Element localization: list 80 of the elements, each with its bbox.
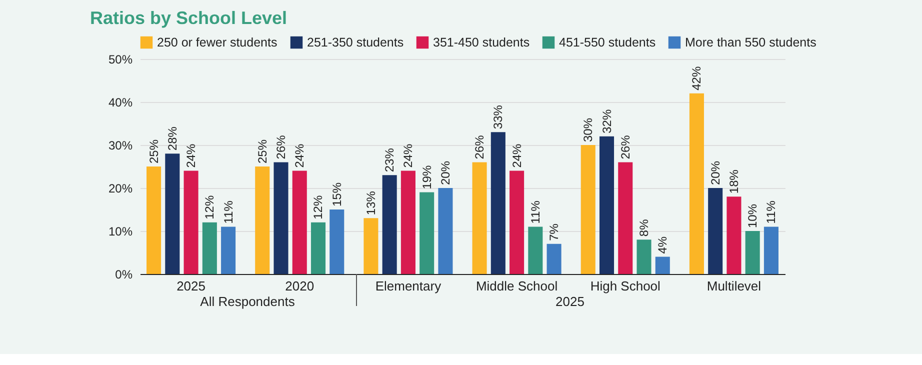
bar <box>708 188 723 274</box>
data-label: 26% <box>472 134 487 160</box>
text: All Respondents <box>200 294 296 309</box>
data-label: 42% <box>690 66 704 90</box>
data-label: 11% <box>221 200 236 224</box>
bar <box>274 162 288 274</box>
x-tick-label: 2020 <box>285 278 314 294</box>
bar <box>599 136 614 274</box>
data-label: 18% <box>726 169 741 194</box>
bar <box>382 175 397 274</box>
data-label: 24% <box>292 143 307 168</box>
bar <box>580 145 596 274</box>
data-label: 19% <box>420 164 434 190</box>
data-label: 25% <box>255 139 270 164</box>
bar <box>184 170 198 274</box>
x-tick-label: 2025 <box>176 278 206 294</box>
bar <box>472 162 487 274</box>
data-label: 12% <box>311 195 326 220</box>
data-label: 4% <box>656 236 670 254</box>
data-label: 11% <box>528 200 542 224</box>
bar <box>655 256 670 274</box>
bar <box>330 210 344 274</box>
chart-title: Ratios by School Level <box>90 8 288 28</box>
data-label: 30% <box>581 118 596 142</box>
bar <box>764 226 778 274</box>
bar <box>510 170 524 274</box>
data-label: 7% <box>547 223 562 241</box>
y-tick-label: 50% <box>108 52 133 66</box>
y-tick-label: 0% <box>115 268 133 282</box>
bar <box>221 226 236 274</box>
data-label: 15% <box>330 182 344 206</box>
data-label: 11% <box>764 200 778 224</box>
bar <box>165 154 180 274</box>
bar <box>745 231 760 274</box>
data-label: 8% <box>637 218 652 237</box>
y-tick-label: 10% <box>108 224 133 238</box>
data-label: 12% <box>202 195 217 220</box>
y-tick-label: 20% <box>108 182 133 196</box>
bar <box>528 226 543 274</box>
data-label: 33% <box>491 104 506 130</box>
bar <box>255 166 270 274</box>
bar <box>364 218 378 274</box>
y-tick-label: 30% <box>108 138 133 152</box>
bar <box>726 196 742 274</box>
bar <box>420 192 434 274</box>
data-label: 25% <box>146 139 161 164</box>
bar <box>310 222 326 274</box>
data-label: 24% <box>510 143 524 168</box>
legend-label: 351-450 students <box>433 36 530 50</box>
legend-label: 451-550 students <box>559 36 656 50</box>
data-label: 13% <box>364 190 378 216</box>
bar <box>146 166 162 274</box>
bar <box>546 244 562 274</box>
legend-label: 250 or fewer students <box>157 36 278 50</box>
data-label: 28% <box>165 126 180 151</box>
bar <box>438 188 453 274</box>
x-tick-label: High School <box>590 278 661 294</box>
data-label: 32% <box>600 109 614 134</box>
x-tick-label: Middle School <box>476 278 558 294</box>
bar <box>689 93 704 274</box>
text: 2025 <box>556 294 584 309</box>
data-label: 20% <box>438 160 452 185</box>
data-label: 26% <box>618 134 632 160</box>
legend-label: More than 550 students <box>685 36 816 50</box>
bar <box>202 222 217 274</box>
data-label: 23% <box>382 148 397 172</box>
data-label: 10% <box>746 204 760 228</box>
bar <box>400 170 416 274</box>
legend-label: 251-350 students <box>307 36 404 50</box>
x-tick-label: Elementary <box>375 278 442 294</box>
data-label: 20% <box>708 160 722 185</box>
bar <box>292 170 307 274</box>
x-tick-label: Multilevel <box>706 278 762 294</box>
data-label: 24% <box>401 143 416 168</box>
data-label: 26% <box>274 134 288 160</box>
bar <box>490 132 506 274</box>
y-tick-label: 40% <box>108 96 133 110</box>
bar <box>636 240 652 274</box>
bar <box>618 162 633 274</box>
data-label: 24% <box>184 143 198 168</box>
